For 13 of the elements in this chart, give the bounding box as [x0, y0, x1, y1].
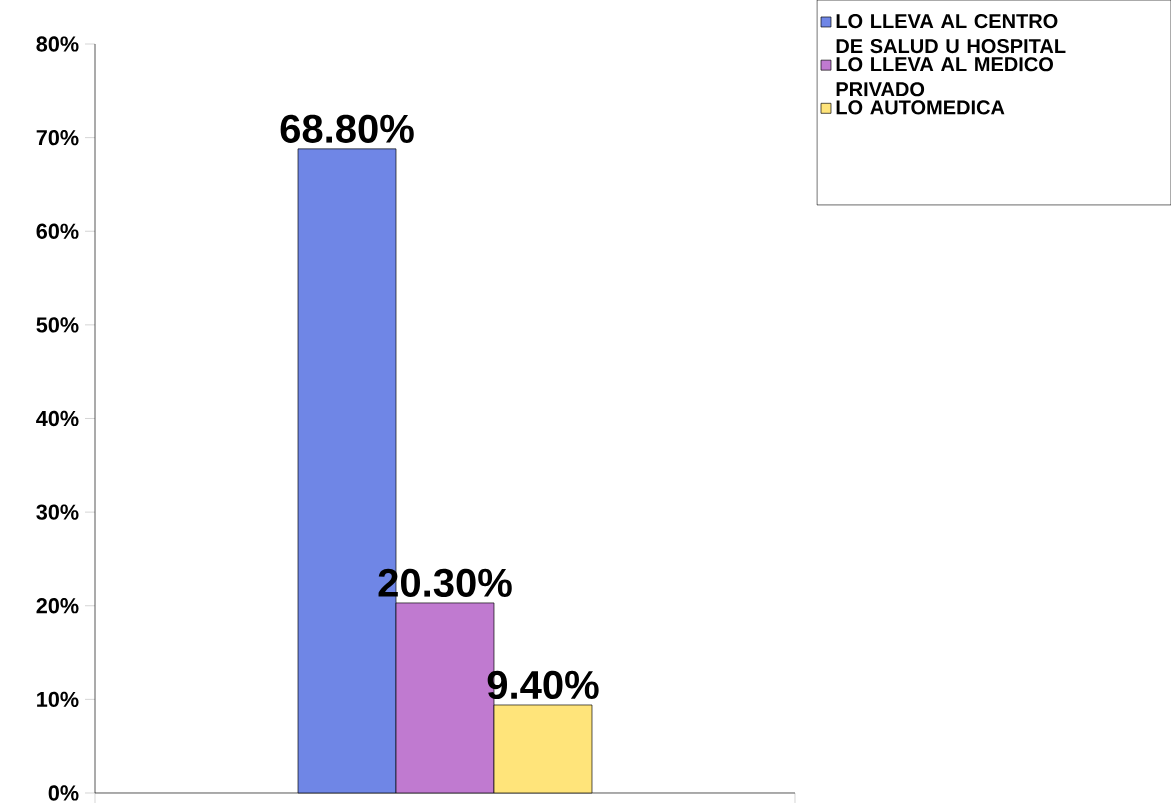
- y-tick-label: 60%: [36, 223, 79, 239]
- legend-label: LO AUTOMEDICA: [836, 100, 1005, 115]
- legend-label: LO LLEVA AL MEDICO PRIVADO: [836, 57, 1053, 97]
- y-tick-label: 80%: [36, 36, 79, 52]
- y-tick-label: 10%: [37, 691, 79, 708]
- y-tick-label: 30%: [36, 504, 79, 520]
- y-tick-label: 0%: [48, 785, 79, 801]
- data-label: 68.80%: [280, 114, 414, 143]
- legend-label: LO LLEVA AL CENTRO DE SALUD U HOSPITAL: [836, 14, 1066, 54]
- y-tick-label: 20%: [36, 598, 79, 614]
- y-tick-label: 70%: [36, 129, 79, 146]
- y-tick-label: 40%: [36, 410, 79, 427]
- y-tick-label: 50%: [36, 317, 79, 333]
